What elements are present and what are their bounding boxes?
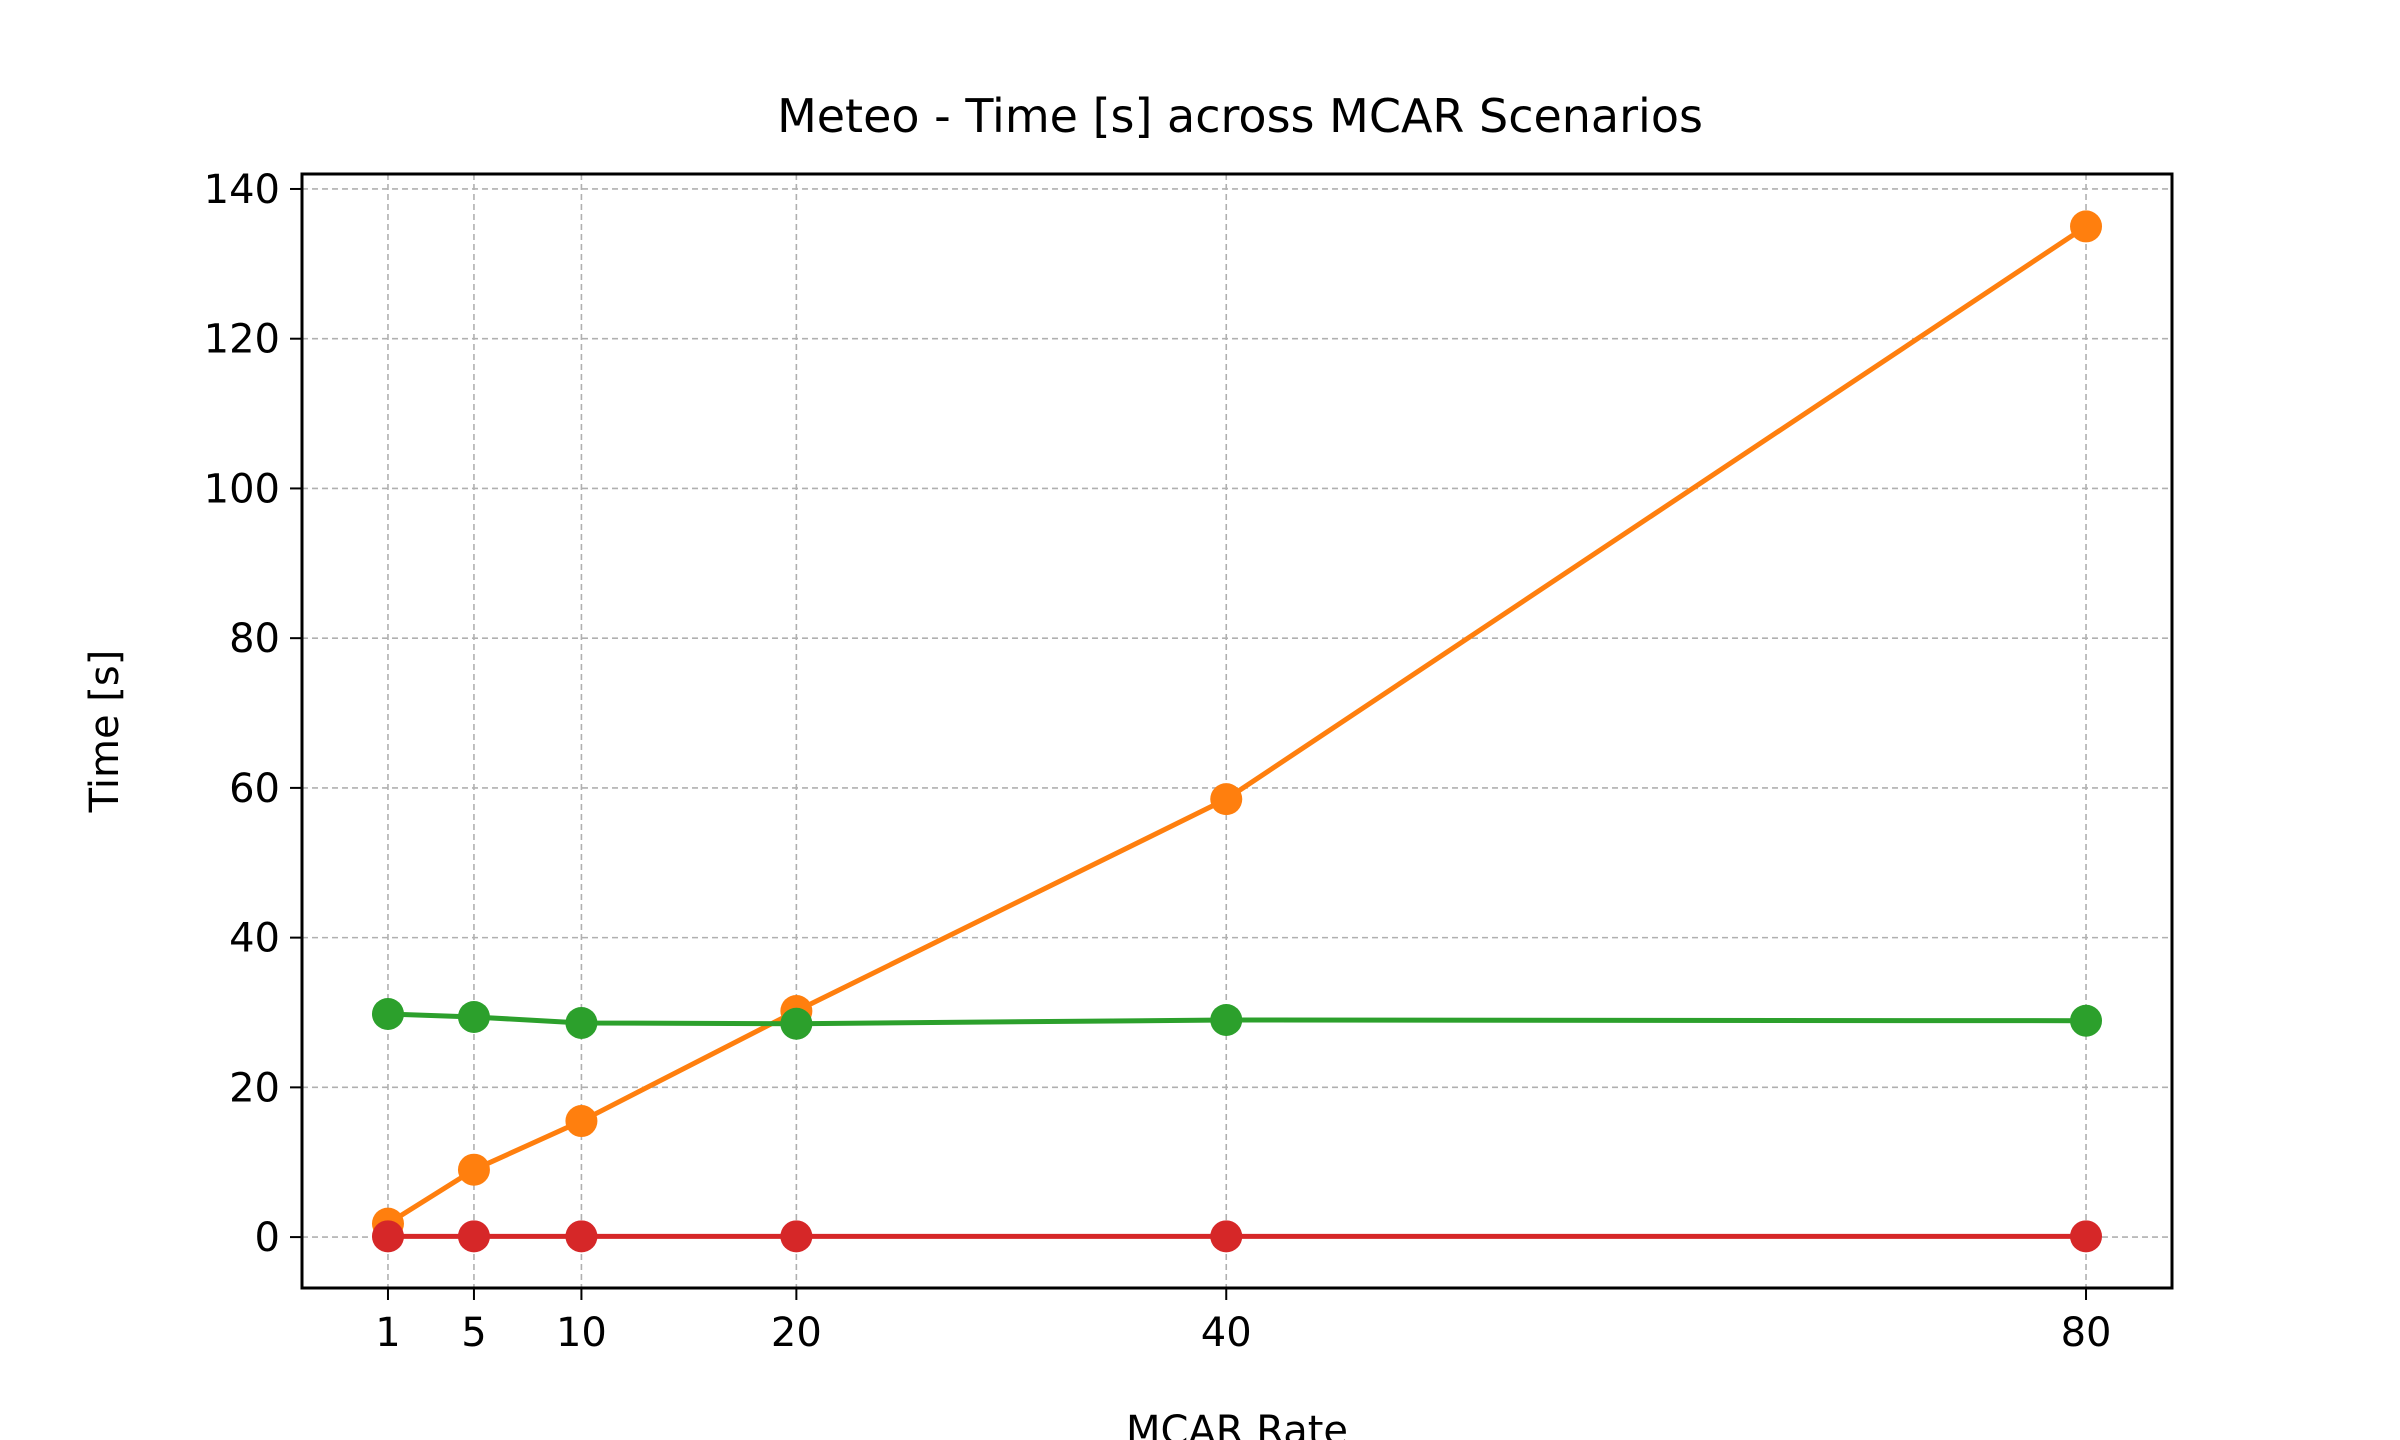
series-point — [457, 1153, 490, 1186]
x-axis-ticks: 1 5 10 20 40 80 — [375, 1288, 2111, 1356]
series-point — [457, 1220, 490, 1253]
y-tick-label: 140 — [204, 167, 280, 213]
plot-frame — [300, 172, 2174, 1290]
series-point — [457, 1000, 490, 1033]
series-point — [780, 1220, 813, 1253]
series-point — [2070, 1220, 2103, 1253]
y-axis-label: Time [s] — [82, 650, 128, 814]
series-1 — [371, 997, 2103, 1040]
x-axis-label: MCAR Rate — [1126, 1408, 1348, 1440]
series-point — [565, 1220, 598, 1253]
y-tick-label: 120 — [204, 317, 280, 363]
series-point — [371, 997, 404, 1030]
series-2 — [371, 1220, 2103, 1253]
x-tick-label: 10 — [556, 1310, 607, 1356]
y-tick-label: 60 — [229, 766, 280, 812]
series-point — [1210, 1003, 1243, 1036]
series-0 — [371, 210, 2103, 1240]
series-point — [1210, 1220, 1243, 1253]
series-point — [780, 1007, 813, 1040]
y-tick-label: 100 — [204, 466, 280, 512]
y-axis-ticks: 0 20 40 60 80 100 120 140 — [204, 167, 302, 1261]
y-tick-label: 0 — [255, 1215, 280, 1261]
y-tick-label: 20 — [229, 1065, 280, 1111]
series-point — [1210, 783, 1243, 816]
y-tick-label: 40 — [229, 916, 280, 962]
chart-title: Meteo - Time [s] across MCAR Scenarios — [777, 89, 1703, 143]
x-tick-label: 80 — [2061, 1310, 2112, 1356]
y-tick-label: 80 — [229, 616, 280, 662]
series-line — [386, 224, 2088, 1226]
series-point — [2070, 1004, 2103, 1037]
series-point — [565, 1105, 598, 1138]
series-point — [565, 1006, 598, 1039]
x-tick-label: 20 — [771, 1310, 822, 1356]
series-point — [371, 1220, 404, 1253]
x-tick-label: 5 — [461, 1310, 486, 1356]
series-layer — [371, 210, 2103, 1253]
x-tick-label: 1 — [375, 1310, 400, 1356]
series-point — [2070, 210, 2103, 243]
x-tick-label: 40 — [1201, 1310, 1252, 1356]
